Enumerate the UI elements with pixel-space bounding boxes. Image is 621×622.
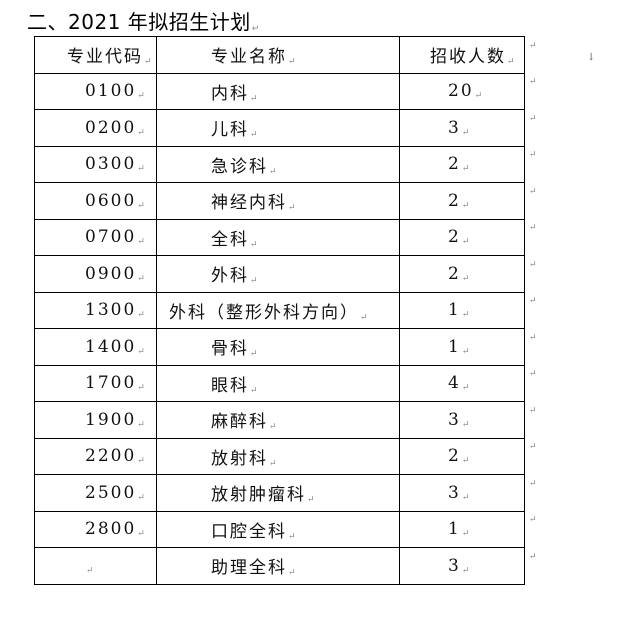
enrollment-count-cell: 2 <box>399 218 525 256</box>
enrollment-count-cell: 1 <box>399 291 525 329</box>
major-name-cell: 外科 <box>156 255 400 293</box>
row-end-mark: ↵ <box>529 478 537 489</box>
major-name-cell: 放射肿瘤科 <box>156 474 400 512</box>
table-row: 0200儿科3 <box>34 109 525 147</box>
major-name-cell: 骨科 <box>156 328 400 366</box>
table-row: 1900麻醉科3 <box>34 401 525 439</box>
major-code-cell: 1400 <box>34 328 157 366</box>
table-row: 0300急诊科2 <box>34 145 525 183</box>
row-end-mark: ↵ <box>529 186 537 197</box>
major-name-cell: 放射科 <box>156 437 400 475</box>
major-name-cell: 眼科 <box>156 364 400 402</box>
enrollment-count-cell: 1 <box>399 328 525 366</box>
major-code-cell: 0200 <box>34 109 157 147</box>
down-arrow-mark: ↓ <box>587 52 596 63</box>
enrollment-count-cell: 3 <box>399 401 525 439</box>
major-name-cell: 内科 <box>156 72 400 110</box>
major-code-cell: 0300 <box>34 145 157 183</box>
major-name-cell: 外科（整形外科方向） <box>156 291 400 329</box>
row-end-mark: ↵ <box>529 77 537 87</box>
row-end-mark: ↵ <box>529 515 537 525</box>
section-title: 二、2021 年拟招生计划 <box>27 6 260 35</box>
enrollment-count-cell: 3 <box>399 474 525 512</box>
major-code-cell: 0600 <box>34 182 157 220</box>
table-row: 0900外科2 <box>34 255 525 293</box>
row-end-mark: ↵ <box>529 113 537 124</box>
major-code-cell: 0900 <box>34 255 157 293</box>
table-row: 0600神经内科2 <box>34 182 525 220</box>
enrollment-count-cell: 2 <box>399 182 525 220</box>
major-name-cell: 急诊科 <box>156 145 400 183</box>
table-row: 1300外科（整形外科方向）1 <box>34 291 525 329</box>
major-code-cell: 2200 <box>34 437 157 475</box>
enrollment-count-cell: 3 <box>399 109 525 147</box>
enrollment-count-cell: 2 <box>399 437 525 475</box>
header-major-code: 专业代码 <box>34 36 157 74</box>
table-row: 1700眼科4 <box>34 364 525 402</box>
row-end-mark: ↵ <box>529 332 537 343</box>
row-end-mark: ↵ <box>529 150 537 160</box>
enrollment-count-cell: 20 <box>399 72 525 110</box>
row-end-mark: ↵ <box>529 259 537 270</box>
table-row: 2800口腔全科1 <box>34 510 525 548</box>
major-code-cell: 2800 <box>34 510 157 548</box>
header-major-name: 专业名称 <box>156 36 400 74</box>
enrollment-count-cell: 1 <box>399 510 525 548</box>
table-row: 1400骨科1 <box>34 328 525 366</box>
header-enrollment-count: 招收人数 <box>399 36 525 74</box>
table-row: 0100内科20 <box>34 72 525 110</box>
major-name-cell: 口腔全科 <box>156 510 400 548</box>
major-code-cell: 1700 <box>34 364 157 402</box>
enrollment-count-cell: 3 <box>399 547 525 585</box>
major-code-cell: 1900 <box>34 401 157 439</box>
enrollment-count-cell: 2 <box>399 255 525 293</box>
major-name-cell: 麻醉科 <box>156 401 400 439</box>
table-row: 2200放射科2 <box>34 437 525 475</box>
enrollment-count-cell: 4 <box>399 364 525 402</box>
major-name-cell: 全科 <box>156 218 400 256</box>
major-code-cell: 0700 <box>34 218 157 256</box>
row-end-mark: ↵ <box>529 551 537 562</box>
major-name-cell: 神经内科 <box>156 182 400 220</box>
major-code-cell <box>34 547 157 585</box>
row-end-mark: ↵ <box>529 40 537 51</box>
major-name-cell: 助理全科 <box>156 547 400 585</box>
row-end-mark: ↵ <box>529 296 537 306</box>
table-row: 助理全科3 <box>34 547 525 585</box>
major-code-cell: 1300 <box>34 291 157 329</box>
major-code-cell: 2500 <box>34 474 157 512</box>
row-end-mark: ↵ <box>529 223 537 233</box>
row-end-mark: ↵ <box>529 442 537 452</box>
table-header-row: 专业代码 专业名称 招收人数 <box>34 36 525 74</box>
row-end-mark: ↵ <box>529 405 537 416</box>
major-name-cell: 儿科 <box>156 109 400 147</box>
major-code-cell: 0100 <box>34 72 157 110</box>
table-row: 2500放射肿瘤科3 <box>34 474 525 512</box>
enrollment-count-cell: 2 <box>399 145 525 183</box>
table-row: 0700全科2 <box>34 218 525 256</box>
enrollment-plan-table: 专业代码 专业名称 招收人数 0100内科200200儿科30300急诊科206… <box>34 36 525 585</box>
row-end-mark: ↵ <box>529 369 537 379</box>
